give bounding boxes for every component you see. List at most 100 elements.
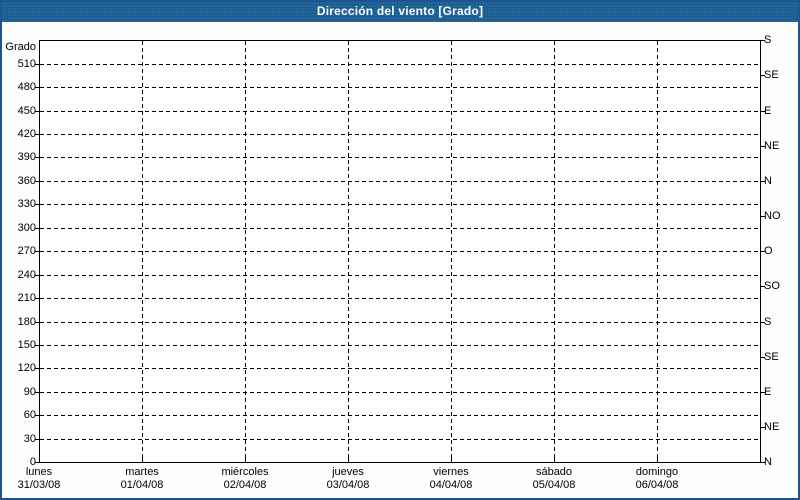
h-gridline (40, 63, 760, 65)
y-axis-tick-left (35, 274, 39, 276)
v-gridline (554, 41, 555, 462)
h-gridline (40, 251, 760, 252)
chart-title-bar: Dirección del viento [Grado] (0, 0, 800, 22)
y-axis-tick-left (35, 251, 39, 252)
y-axis-label-left: 270 (17, 245, 36, 257)
y-axis-label-left: 450 (17, 104, 36, 117)
v-gridline (451, 41, 452, 462)
y-axis-label-right: E (764, 385, 772, 398)
y-axis-tick-left (35, 110, 39, 112)
y-axis-tick-left (35, 438, 39, 440)
y-axis-tick-right (761, 286, 765, 287)
chart-title: Dirección del viento [Grado] (316, 4, 484, 18)
y-axis-label-left: 240 (17, 268, 36, 281)
x-axis-tick (245, 456, 246, 462)
y-axis-title: Grado (5, 41, 36, 53)
y-axis-label-right: SE (764, 350, 779, 363)
y-axis-label-left: 150 (17, 339, 36, 351)
h-gridline (40, 134, 760, 135)
x-axis-date-label: 04/04/08 (429, 479, 473, 491)
y-axis-tick-right (761, 356, 765, 358)
x-axis-tick (348, 456, 349, 462)
x-axis-date-label: 31/03/08 (17, 479, 61, 491)
x-axis-tick (142, 456, 143, 462)
y-axis-tick-left (35, 391, 39, 393)
y-axis-label-right: E (764, 104, 772, 117)
v-gridline (142, 41, 143, 462)
y-axis-label-left: 210 (17, 292, 36, 304)
x-axis-tick (554, 456, 555, 462)
y-axis-tick-right (761, 110, 765, 112)
x-axis-date-label: 06/04/08 (635, 479, 679, 491)
y-axis-tick-right (761, 180, 765, 182)
v-gridline (245, 41, 246, 462)
y-axis-label-left: 120 (17, 362, 36, 374)
y-axis-tick-right (761, 391, 765, 393)
y-axis-tick-left (35, 87, 39, 88)
y-axis-tick-left (35, 204, 39, 205)
h-gridline (40, 110, 760, 112)
h-gridline (40, 368, 760, 369)
y-axis-label-left: 510 (17, 57, 36, 70)
y-axis-tick-right (761, 75, 765, 76)
y-axis-tick-left (35, 345, 39, 346)
y-axis-tick-left (35, 157, 39, 158)
x-axis-day-label: lunes (25, 466, 53, 478)
h-gridline (40, 274, 760, 276)
y-axis-label-right: O (764, 245, 773, 257)
y-axis-label-right: NE (764, 421, 780, 433)
y-axis-label-left: 480 (17, 81, 36, 93)
h-gridline (40, 298, 760, 299)
y-axis-tick-left (35, 415, 39, 416)
h-gridline (40, 87, 760, 88)
h-gridline (40, 345, 760, 346)
h-gridline (40, 415, 760, 416)
y-axis-label-right: NO (764, 210, 781, 222)
y-axis-tick-right (761, 40, 765, 41)
y-axis-tick-right (761, 145, 765, 147)
y-axis-tick-left (35, 321, 39, 323)
x-axis-date-label: 02/04/08 (223, 479, 267, 491)
y-axis-tick-left (35, 134, 39, 135)
y-axis-tick-right (761, 216, 765, 217)
y-axis-label-left: 90 (23, 385, 36, 398)
x-axis-day-label: jueves (332, 466, 364, 478)
y-axis-label-left: 60 (23, 409, 36, 421)
y-axis-label-right: N (764, 174, 772, 187)
y-axis-tick-left (35, 180, 39, 182)
y-axis-tick-right (761, 251, 765, 252)
h-gridline (40, 227, 760, 229)
x-axis-date-label: 05/04/08 (532, 479, 576, 491)
y-axis-label-left: 0 (29, 456, 36, 468)
v-gridline (348, 41, 349, 462)
y-axis-label-left: 360 (17, 174, 36, 187)
y-axis-label-right: S (764, 34, 772, 46)
h-gridline (40, 321, 760, 323)
h-gridline (40, 180, 760, 182)
y-axis-label-left: 30 (23, 432, 36, 445)
y-axis-tick-right (761, 462, 765, 463)
y-axis-label-left: 330 (17, 198, 36, 210)
y-axis-label-right: SE (764, 69, 779, 81)
y-axis-label-left: 390 (17, 151, 36, 163)
x-axis-date-label: 01/04/08 (120, 479, 164, 491)
y-axis-label-right: NE (764, 139, 780, 152)
y-axis-label-left: 180 (17, 315, 36, 328)
y-axis-label-right: S (764, 315, 772, 328)
y-axis-tick-left (35, 298, 39, 299)
h-gridline (40, 391, 760, 393)
x-axis-day-label: miércoles (221, 466, 269, 478)
y-axis-label-left: 420 (17, 128, 36, 140)
x-axis-tick (451, 456, 452, 462)
h-gridline (40, 204, 760, 205)
y-axis-tick-left (35, 227, 39, 229)
x-axis-tick (657, 456, 658, 462)
y-axis-label-left: 300 (17, 221, 36, 234)
x-axis-day-label: sábado (535, 466, 573, 478)
y-axis-label-right: N (764, 456, 772, 468)
v-gridline (657, 41, 658, 462)
h-gridline (40, 438, 760, 440)
y-axis-tick-right (761, 427, 765, 428)
y-axis-tick-left (35, 63, 39, 65)
